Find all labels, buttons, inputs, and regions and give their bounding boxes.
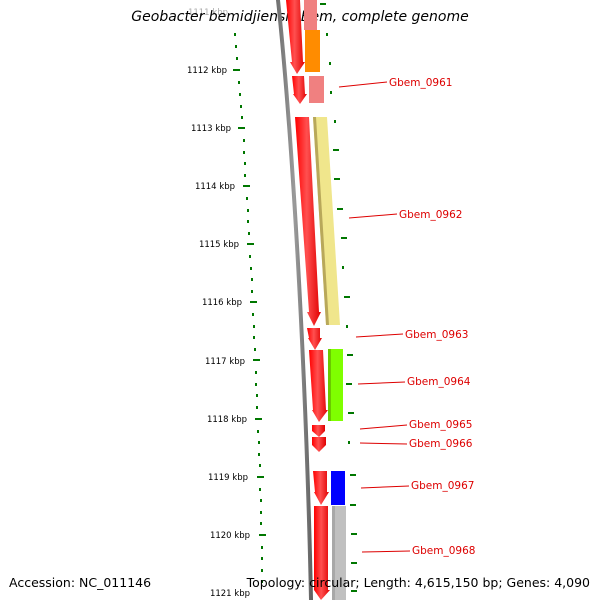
kbp-label: 1121 kbp bbox=[210, 589, 250, 599]
feature-block-0968 bbox=[332, 506, 346, 600]
gene-label-gbem-0966[interactable]: Gbem_0966 bbox=[409, 438, 473, 450]
gene-label-gbem-0963[interactable]: Gbem_0963 bbox=[405, 329, 468, 341]
kbp-label: 1115 kbp bbox=[199, 240, 239, 250]
gene-label-gbem-0962[interactable]: Gbem_0962 bbox=[399, 209, 462, 221]
kbp-label: 1112 kbp bbox=[187, 66, 227, 76]
kbp-label: 1113 kbp bbox=[191, 124, 231, 134]
kbp-label: 1118 kbp bbox=[207, 415, 247, 425]
ruler-ticks bbox=[233, 33, 266, 583]
feature-block-0968-edge bbox=[332, 506, 335, 600]
cds-arrow-0962 bbox=[295, 117, 321, 326]
feature-block-0961a-orange bbox=[305, 30, 320, 72]
gene-label-gbem-0964[interactable]: Gbem_0964 bbox=[407, 376, 471, 388]
feature-track bbox=[304, 0, 346, 600]
kbp-label: 1119 kbp bbox=[208, 473, 248, 483]
kbp-label-group: 1111 kbp 1112 kbp 1113 kbp 1114 kbp 1115… bbox=[187, 8, 250, 599]
genome-backbone bbox=[276, 0, 313, 600]
kbp-label: 1111 kbp bbox=[188, 8, 228, 18]
gene-labels: Gbem_0961 Gbem_0962 Gbem_0963 Gbem_0964 … bbox=[389, 77, 475, 557]
cds-track bbox=[286, 0, 330, 600]
kbp-label: 1120 kbp bbox=[210, 531, 250, 541]
feature-block-0967 bbox=[331, 471, 345, 505]
cds-arrow-0961 bbox=[292, 76, 307, 104]
gene-label-gbem-0965[interactable]: Gbem_0965 bbox=[409, 419, 472, 431]
feature-block-0961 bbox=[309, 76, 324, 103]
cds-arrow-0966 bbox=[312, 437, 326, 452]
feature-block-0962 bbox=[313, 117, 340, 325]
cds-arrow-0967 bbox=[313, 471, 329, 505]
accession-text: Accession: NC_011146 bbox=[9, 575, 152, 590]
feature-block-0961a-pink bbox=[304, 0, 317, 30]
gene-label-gbem-0968[interactable]: Gbem_0968 bbox=[412, 545, 475, 557]
feature-block-0962-edge bbox=[313, 117, 329, 325]
kbp-label: 1116 kbp bbox=[202, 298, 242, 308]
topology-text: Topology: circular; Length: 4,615,150 bp… bbox=[246, 575, 590, 590]
kbp-label: 1117 kbp bbox=[205, 357, 245, 367]
cds-arrow-0961a bbox=[286, 0, 305, 74]
gene-label-gbem-0967[interactable]: Gbem_0967 bbox=[411, 480, 474, 492]
cds-arrow-0965 bbox=[312, 425, 325, 437]
gene-label-gbem-0961[interactable]: Gbem_0961 bbox=[389, 77, 452, 89]
gene-label-lines bbox=[338, 81, 411, 553]
kbp-label: 1114 kbp bbox=[195, 182, 235, 192]
cds-arrow-0964 bbox=[309, 350, 328, 422]
feature-track-ticks bbox=[320, 3, 357, 592]
cds-arrow-0963 bbox=[307, 328, 322, 350]
feature-block-0964-edge bbox=[328, 349, 331, 421]
cds-arrow-0968 bbox=[314, 506, 330, 600]
feature-block-0964 bbox=[328, 349, 343, 421]
